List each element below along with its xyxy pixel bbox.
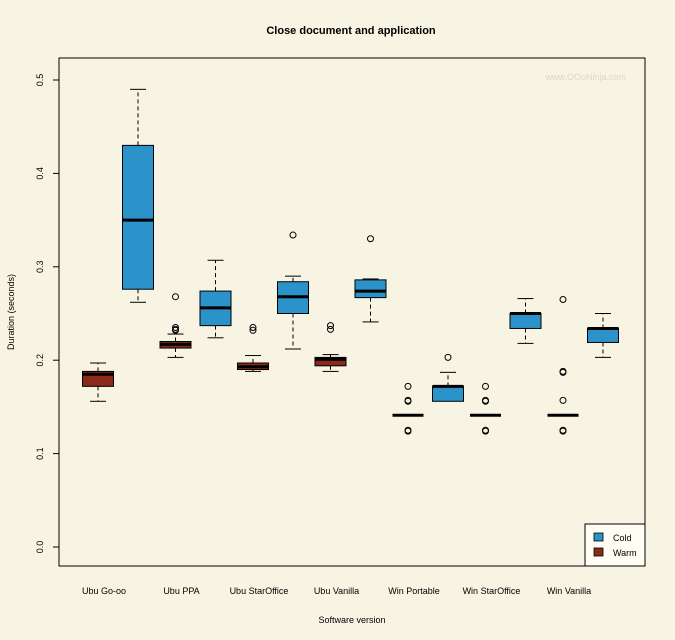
y-tick-label: 0.5	[35, 74, 45, 87]
outlier-point	[404, 397, 412, 405]
x-tick-label: Win StarOffice	[463, 586, 521, 596]
outlier-point	[172, 293, 179, 301]
outlier-point	[249, 326, 257, 334]
outlier-point	[327, 325, 334, 333]
box-warm-6	[547, 295, 579, 435]
x-axis-label: Software version	[318, 615, 385, 625]
outlier-point	[327, 322, 334, 330]
outlier-point	[404, 382, 412, 390]
x-tick-label: Win Portable	[388, 586, 440, 596]
outlier-point	[559, 396, 567, 404]
y-tick-label: 0.3	[35, 261, 45, 274]
x-axis: Ubu Go-oo Ubu PPA Ubu StarOffice Ubu Vanill…	[82, 586, 591, 596]
box-warm-3	[314, 322, 347, 372]
box-body	[314, 356, 347, 367]
y-tick-label: 0.2	[35, 354, 45, 367]
box-body	[587, 327, 619, 343]
legend-swatch-warm	[593, 547, 604, 557]
outlier-point	[172, 324, 179, 332]
y-axis: 0.0 0.1 0.2 0.3 0.4 0.5	[35, 74, 60, 554]
box-body	[122, 144, 154, 290]
plot-frame	[58, 57, 646, 567]
box-cold-2	[277, 231, 309, 350]
legend-frame	[584, 523, 646, 567]
box-cold-3	[354, 235, 387, 323]
outlier-point	[559, 427, 567, 435]
box-cold-6	[587, 313, 619, 358]
outlier-point	[404, 427, 412, 435]
x-tick-label: Ubu Go-oo	[82, 586, 126, 596]
box-warm-5	[470, 382, 501, 435]
box-cold-1	[199, 259, 232, 339]
legend-swatch-cold	[593, 532, 604, 542]
legend: Cold Warm	[584, 523, 646, 567]
y-axis-label: Duration (seconds)	[6, 274, 16, 350]
box-warm-1	[159, 293, 192, 358]
box-body	[354, 279, 387, 299]
outlier-point	[249, 324, 257, 332]
box-warm-2	[237, 324, 269, 372]
outlier-point	[482, 382, 489, 390]
outlier-point	[482, 397, 489, 405]
outlier-point	[172, 326, 179, 334]
box-body	[432, 385, 464, 402]
x-tick-label: Win Vanilla	[547, 586, 591, 596]
box-cold-0	[122, 88, 154, 303]
watermark: www.OOoNinja.com	[544, 72, 626, 82]
box-cold-5	[509, 298, 542, 344]
outlier-point	[367, 235, 374, 243]
x-tick-label: Ubu PPA	[163, 586, 199, 596]
box-series	[82, 88, 619, 435]
chart-title: Close document and application	[266, 25, 436, 37]
outlier-point	[289, 231, 297, 239]
outlier-point	[444, 353, 452, 361]
outlier-point	[559, 295, 567, 303]
y-tick-label: 0.1	[35, 447, 45, 460]
box-body	[509, 313, 542, 329]
legend-label-warm: Warm	[613, 548, 637, 558]
x-tick-label: Ubu Vanilla	[314, 586, 359, 596]
outlier-point	[482, 427, 489, 435]
y-tick-label: 0.0	[35, 541, 45, 554]
y-tick-label: 0.4	[35, 167, 45, 180]
box-warm-4	[392, 382, 424, 435]
box-cold-4	[432, 353, 464, 402]
legend-label-cold: Cold	[613, 533, 632, 543]
outlier-point	[559, 368, 567, 376]
x-tick-label: Ubu StarOffice	[230, 586, 289, 596]
box-warm-0	[82, 362, 114, 402]
